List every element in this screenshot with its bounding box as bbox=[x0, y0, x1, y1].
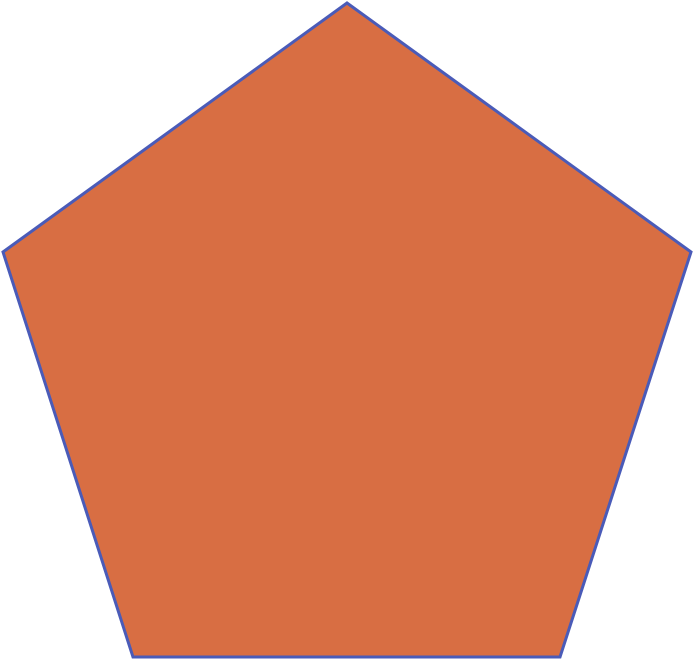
pentagon-shape bbox=[1, 1, 693, 659]
diagram-canvas bbox=[1, 1, 693, 659]
